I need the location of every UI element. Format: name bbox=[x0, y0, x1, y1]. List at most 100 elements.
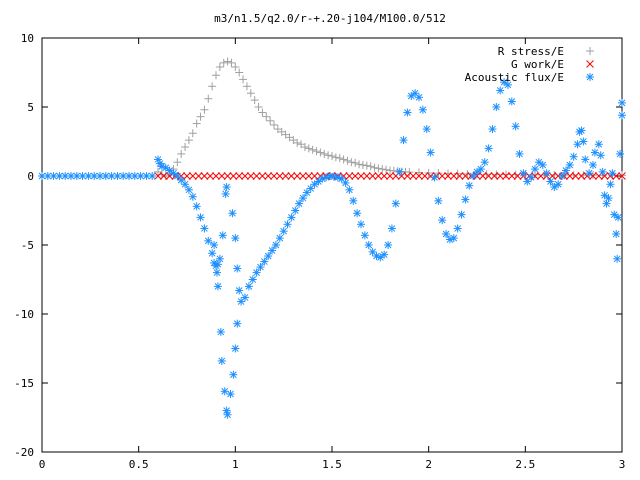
data-point bbox=[181, 143, 190, 152]
data-point bbox=[478, 172, 487, 180]
data-point bbox=[219, 58, 228, 67]
data-point bbox=[235, 286, 244, 295]
data-point bbox=[503, 80, 512, 89]
data-point bbox=[422, 125, 431, 134]
data-point bbox=[500, 78, 509, 87]
data-point bbox=[148, 172, 157, 180]
x-tick-label: 3 bbox=[619, 458, 626, 471]
data-point bbox=[618, 111, 626, 120]
data-point bbox=[382, 165, 391, 174]
data-point bbox=[465, 181, 474, 190]
data-point bbox=[362, 161, 371, 170]
data-point bbox=[244, 282, 253, 291]
data-point bbox=[380, 172, 389, 180]
data-point bbox=[589, 160, 597, 169]
data-point bbox=[231, 344, 240, 353]
data-point bbox=[304, 144, 313, 153]
data-point bbox=[347, 158, 356, 167]
data-point bbox=[283, 220, 292, 229]
data-point bbox=[339, 155, 348, 164]
x-tick-label: 0.5 bbox=[129, 458, 149, 471]
data-point bbox=[228, 209, 237, 218]
data-point bbox=[403, 172, 412, 180]
data-point bbox=[515, 149, 524, 158]
data-point bbox=[256, 263, 265, 272]
data-point bbox=[275, 234, 284, 243]
data-point bbox=[612, 229, 621, 238]
data-point bbox=[333, 173, 342, 182]
data-point bbox=[387, 224, 396, 233]
data-point bbox=[287, 213, 296, 222]
y-tick-label: 0 bbox=[27, 170, 34, 183]
data-point bbox=[217, 172, 226, 180]
data-point bbox=[349, 196, 358, 205]
data-point bbox=[264, 252, 273, 261]
data-point bbox=[310, 180, 319, 189]
legend-marker bbox=[586, 47, 594, 55]
data-point bbox=[368, 172, 377, 180]
data-point bbox=[154, 172, 162, 180]
data-point bbox=[613, 254, 622, 263]
data-point bbox=[585, 169, 594, 178]
data-point bbox=[366, 162, 375, 171]
series-2 bbox=[38, 78, 626, 419]
data-point bbox=[248, 275, 257, 284]
data-point bbox=[320, 149, 329, 158]
data-point bbox=[200, 224, 209, 233]
data-point bbox=[502, 172, 510, 180]
data-point bbox=[136, 172, 145, 180]
data-point bbox=[200, 172, 209, 180]
data-point bbox=[233, 264, 242, 273]
data-point bbox=[216, 327, 225, 336]
data-point bbox=[181, 180, 190, 189]
y-tick-label: 10 bbox=[21, 32, 34, 45]
data-point bbox=[386, 172, 394, 180]
y-tick-label: -10 bbox=[14, 308, 34, 321]
data-point bbox=[606, 180, 615, 189]
data-point bbox=[258, 108, 267, 117]
data-point bbox=[415, 172, 423, 180]
data-point bbox=[426, 148, 435, 157]
data-point bbox=[291, 206, 300, 215]
data-point bbox=[374, 172, 383, 180]
x-tick-label: 2 bbox=[425, 458, 432, 471]
data-point bbox=[358, 160, 367, 169]
data-point bbox=[519, 169, 528, 178]
data-point bbox=[184, 185, 193, 194]
data-point bbox=[270, 172, 278, 180]
legend-label: G work/E bbox=[511, 58, 564, 71]
data-point bbox=[546, 177, 555, 186]
data-point bbox=[200, 105, 209, 114]
data-point bbox=[355, 160, 364, 169]
legend-label: R stress/E bbox=[498, 45, 564, 58]
data-point bbox=[610, 210, 619, 219]
chart-title: m3/n1.5/q2.0/r-+.20-j104/M100.0/512 bbox=[214, 12, 446, 25]
data-point bbox=[287, 172, 296, 180]
data-point bbox=[457, 210, 466, 219]
data-point bbox=[507, 172, 516, 180]
data-point bbox=[252, 172, 261, 180]
data-point bbox=[602, 199, 611, 208]
data-point bbox=[299, 172, 307, 180]
data-point bbox=[229, 172, 238, 180]
y-tick-label: -20 bbox=[14, 446, 34, 459]
data-point bbox=[430, 173, 439, 182]
data-point bbox=[345, 185, 354, 194]
data-point bbox=[220, 387, 229, 396]
data-point bbox=[271, 241, 280, 249]
data-point bbox=[215, 62, 224, 71]
data-point bbox=[351, 172, 360, 180]
data-point bbox=[212, 268, 221, 277]
data-point bbox=[188, 129, 197, 138]
axes: 0 0.5 1 1.5 2 2.5 3 10 5 0 -5 -10 -15 -20 bbox=[14, 32, 625, 471]
data-point bbox=[233, 319, 242, 328]
data-point bbox=[299, 194, 307, 203]
data-point bbox=[281, 172, 290, 180]
data-point bbox=[246, 172, 255, 180]
data-point bbox=[254, 103, 263, 111]
data-point bbox=[177, 149, 186, 158]
data-point bbox=[351, 158, 360, 167]
data-point bbox=[223, 172, 232, 180]
